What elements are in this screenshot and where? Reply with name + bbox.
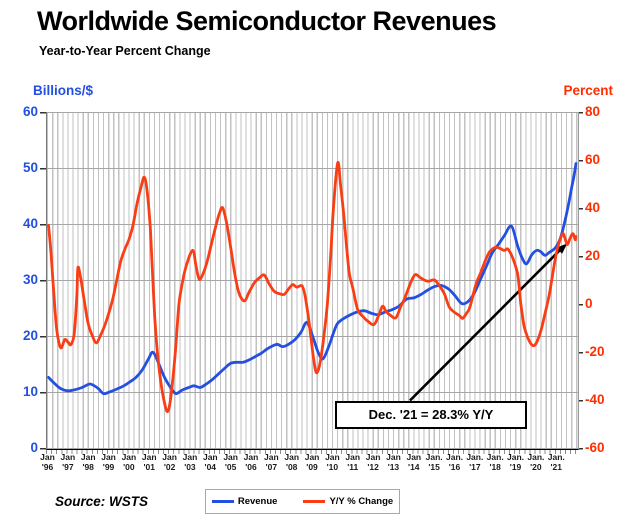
x-axis-tick-label: Jan '13	[386, 452, 401, 472]
x-axis-tick-label: Jan. '19	[507, 452, 525, 472]
right-axis-tick-label: 20	[585, 248, 601, 263]
x-axis-tick-label: Jan '12	[365, 452, 381, 472]
plot-area	[46, 112, 579, 450]
x-axis-tick-label: Jan '98	[80, 452, 96, 472]
right-axis-tick-label: -20	[585, 344, 605, 359]
legend-item-yoy-change: Y/Y % Change	[303, 496, 393, 507]
chart-canvas	[47, 160, 578, 413]
x-axis-tick-label: Jan '00	[121, 452, 137, 472]
x-axis-tick-label: Jan '07	[264, 452, 279, 472]
left-axis-tick-marks	[40, 112, 46, 450]
x-axis-tick-label: Jan '03	[182, 452, 198, 472]
left-axis-tick-label: 40	[22, 216, 38, 231]
x-axis-tick-marks	[46, 449, 577, 454]
x-axis-tick-label: Jan '09	[304, 452, 320, 472]
legend-label: Revenue	[237, 496, 278, 507]
x-axis-tick-label: Jan. '15	[425, 452, 443, 472]
right-axis-tick-label: 80	[585, 104, 601, 119]
left-axis-tick-label: 60	[22, 104, 38, 119]
legend-item-revenue: Revenue	[211, 496, 278, 507]
x-axis-tick-label: Jan. '21	[547, 452, 565, 472]
x-axis-tick-label: Jan '11	[345, 452, 361, 472]
right-axis-tick-label: 60	[585, 152, 601, 167]
x-axis-tick-label: Jan '99	[101, 452, 116, 472]
revenue-line	[47, 162, 578, 396]
left-axis-tick-label: 20	[22, 328, 38, 343]
legend-label: Y/Y % Change	[329, 496, 394, 507]
source-note: Source: WSTS	[55, 494, 149, 509]
right-axis-tick-marks	[577, 112, 583, 450]
x-axis-tick-label: Jan '14	[406, 452, 422, 472]
page-title: Worldwide Semiconductor Revenues	[37, 6, 497, 36]
annotation-arrow	[409, 243, 568, 402]
yoy-change-line	[47, 160, 578, 413]
left-axis-unit-label: Billions/$	[33, 83, 94, 98]
legend: Revenue Y/Y % Change	[205, 489, 400, 514]
annotation-callout: Dec. '21 = 28.3% Y/Y	[335, 401, 527, 429]
left-axis-tick-label: 0	[30, 440, 38, 455]
x-axis-tick-label: Jan '96	[40, 452, 55, 472]
chart-subtitle: Year-to-Year Percent Change	[39, 44, 211, 58]
right-axis-tick-label: -40	[585, 392, 605, 407]
left-axis-tick-label: 10	[22, 384, 38, 399]
x-axis-tick-label: Jan '02	[162, 452, 177, 472]
x-axis-tick-label: Jan. '20	[527, 452, 545, 472]
left-axis-tick-label: 50	[22, 160, 38, 175]
x-axis-tick-label: Jan '10	[325, 452, 340, 472]
x-axis-tick-label: Jan '01	[141, 452, 157, 472]
right-axis-tick-label: -60	[585, 440, 605, 455]
annotation-text: Dec. '21 = 28.3% Y/Y	[368, 407, 494, 422]
right-axis-unit-label: Percent	[563, 83, 613, 98]
x-axis-tick-label: Jan '05	[223, 452, 238, 472]
right-axis-tick-label: 40	[585, 200, 601, 215]
legend-line-swatch	[211, 500, 234, 503]
x-axis-tick-label: Jan. '16	[445, 452, 463, 472]
x-axis-tick-label: Jan '04	[202, 452, 218, 472]
x-axis-tick-label: Jan. '18	[486, 452, 504, 472]
x-axis-tick-label: Jan. '17	[466, 452, 484, 472]
x-axis-tick-label: Jan '06	[243, 452, 259, 472]
left-axis-tick-label: 30	[22, 272, 38, 287]
legend-line-swatch	[303, 500, 326, 503]
right-axis-tick-label: 0	[585, 296, 593, 311]
x-axis-tick-label: Jan '08	[284, 452, 300, 472]
x-axis-tick-label: Jan '97	[60, 452, 76, 472]
